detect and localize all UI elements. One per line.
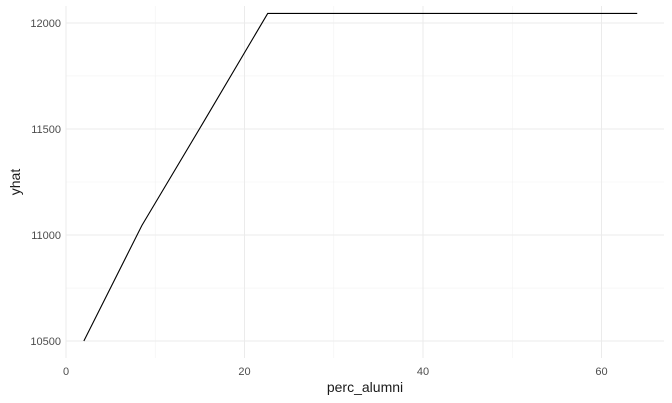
- x-tick-label: 40: [417, 366, 429, 378]
- minor-gridlines: [66, 6, 664, 358]
- x-tick-label: 20: [238, 366, 250, 378]
- y-tick-label: 11500: [31, 124, 61, 136]
- y-tick-label: 12000: [30, 18, 61, 30]
- x-tick-label: 60: [595, 366, 607, 378]
- series-layer: [83, 12, 638, 342]
- x-axis-ticks: 0 20 40 60: [63, 366, 608, 378]
- y-tick-label: 10500: [30, 336, 61, 348]
- series-line: [83, 12, 638, 342]
- y-axis-ticks: 10500 11000 11500 12000: [30, 18, 61, 348]
- major-gridlines: [65, 6, 664, 358]
- x-tick-label: 0: [63, 366, 69, 378]
- y-tick-label: 11000: [31, 230, 61, 242]
- x-axis-title: perc_alumni: [327, 379, 403, 395]
- y-axis-title: yhat: [7, 169, 23, 196]
